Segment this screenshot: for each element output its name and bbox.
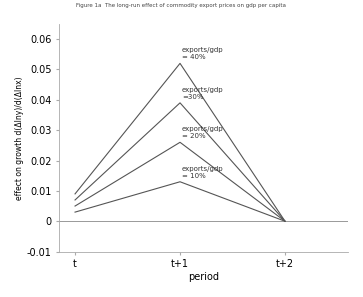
- Text: Figure 1a  The long-run effect of commodity export prices on gdp per capita: Figure 1a The long-run effect of commodi…: [77, 3, 286, 8]
- Text: exports/gdp
= 20%: exports/gdp = 20%: [182, 126, 224, 139]
- Y-axis label: effect on growth d(Δlny)/d(Δlnx): effect on growth d(Δlny)/d(Δlnx): [15, 76, 24, 200]
- Text: exports/gdp
= 10%: exports/gdp = 10%: [182, 166, 224, 179]
- Text: exports/gdp
=30%: exports/gdp =30%: [182, 87, 224, 100]
- Text: exports/gdp
= 40%: exports/gdp = 40%: [182, 47, 224, 60]
- X-axis label: period: period: [188, 272, 219, 282]
